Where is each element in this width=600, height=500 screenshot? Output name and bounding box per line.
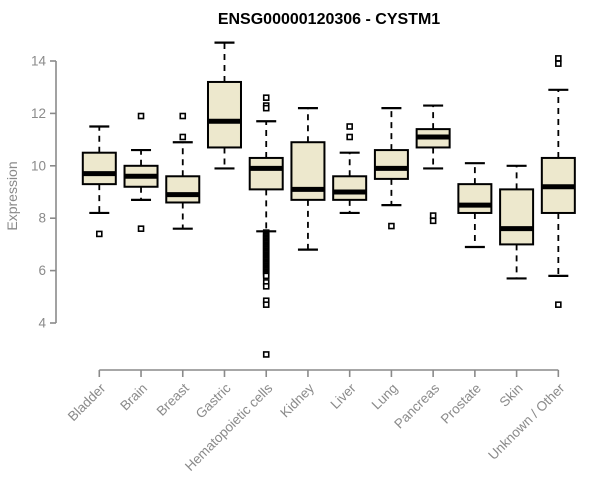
outlier-point-unknown-other — [555, 55, 562, 62]
outlier-point-unknown-other — [555, 60, 562, 67]
boxplot-skin — [499, 164, 535, 280]
x-tick-label-bladder: Bladder — [65, 380, 109, 424]
outlier-point-brain — [137, 112, 145, 120]
outlier-point-unknown-other — [555, 301, 562, 308]
y-tick-label: 10 — [31, 158, 46, 173]
outlier-point-hematopoietic-cells — [262, 301, 270, 308]
boxplot-hematopoietic-cells — [248, 94, 284, 358]
outlier-point-liver — [346, 133, 353, 141]
outlier-point-pancreas — [429, 217, 437, 225]
iqr-box-breast — [165, 175, 201, 204]
iqr-box-bladder — [81, 151, 117, 186]
outlier-point-breast — [179, 133, 187, 141]
outlier-point-hematopoietic-cells — [262, 351, 270, 358]
boxplot-breast — [165, 112, 201, 230]
outlier-point-liver — [346, 123, 353, 130]
y-tick-label: 14 — [31, 54, 47, 69]
y-tick-label: 12 — [31, 106, 46, 121]
x-tick-label-prostate: Prostate — [438, 381, 484, 427]
y-axis-title: Expression — [4, 161, 20, 230]
boxplot-unknown-other — [540, 55, 576, 308]
outlier-point-pancreas — [429, 212, 437, 219]
outlier-point-hematopoietic-cells — [262, 104, 270, 112]
boxplot-brain — [123, 112, 159, 232]
boxplot-gastric — [206, 41, 242, 170]
boxplot-pancreas — [415, 104, 451, 225]
boxplot-bladder — [81, 125, 117, 238]
outlier-point-breast — [179, 112, 187, 120]
iqr-box-liver — [332, 175, 368, 201]
iqr-box-hematopoietic-cells — [248, 156, 284, 191]
boxplot-prostate — [457, 162, 493, 249]
boxplot-liver — [332, 123, 368, 215]
y-tick-label: 6 — [38, 263, 46, 278]
chart-title: ENSG00000120306 - CYSTM1 — [218, 11, 440, 28]
boxes-group — [81, 41, 576, 358]
x-tick-label-breast: Breast — [154, 380, 192, 418]
x-tick-label-brain: Brain — [117, 381, 150, 414]
outlier-point-bladder — [96, 230, 103, 238]
y-tick-label: 4 — [38, 316, 46, 331]
iqr-box-gastric — [206, 80, 242, 149]
x-tick-label-kidney: Kidney — [277, 380, 317, 420]
outlier-point-brain — [137, 225, 145, 232]
x-tick-label-gastric: Gastric — [193, 380, 234, 421]
outlier-point-hematopoietic-cells — [262, 283, 270, 290]
iqr-box-lung — [373, 149, 409, 180]
x-tick-label-liver: Liver — [328, 380, 360, 412]
y-tick-label: 8 — [38, 211, 46, 226]
boxplot-lung — [373, 107, 409, 230]
x-tick-label-lung: Lung — [369, 381, 401, 413]
outlier-point-lung — [388, 222, 395, 230]
x-tick-label-skin: Skin — [497, 381, 526, 410]
outlier-point-hematopoietic-cells — [262, 94, 270, 101]
iqr-box-skin — [499, 188, 535, 246]
x-tick-label-pancreas: Pancreas — [391, 380, 442, 431]
iqr-box-prostate — [457, 183, 493, 214]
x-tick-label-unknown-other: Unknown / Other — [485, 380, 568, 463]
outlier-point-hematopoietic-cells — [262, 272, 270, 280]
boxplot-kidney — [290, 107, 326, 251]
